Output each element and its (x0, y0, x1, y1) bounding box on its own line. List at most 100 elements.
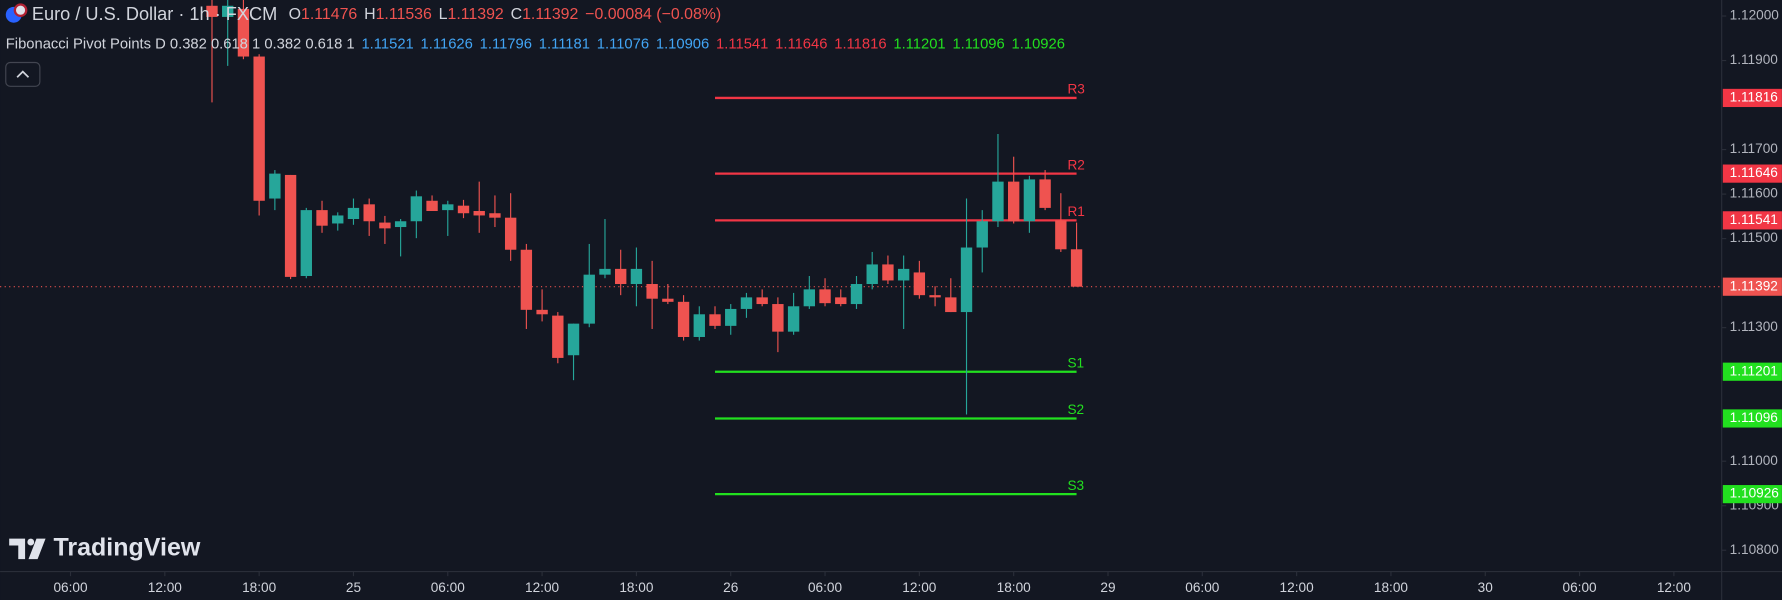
y-tick-label: 1.11300 (1730, 319, 1779, 334)
candle (410, 190, 423, 239)
candle (803, 276, 816, 309)
candle (1007, 156, 1020, 224)
candle (457, 199, 470, 219)
candle (316, 200, 328, 233)
candle (960, 198, 973, 415)
pivot-price-tag: 1.10926 (1730, 486, 1779, 501)
indicator-value: 1.11201 (893, 36, 945, 52)
candle-body (284, 174, 297, 277)
candle-body (646, 284, 658, 299)
indicator-value: 1.10926 (1012, 36, 1065, 52)
candle-body (662, 298, 674, 302)
x-tick-label: 18:00 (997, 580, 1032, 595)
symbol-icon (5, 3, 28, 23)
candle-body (379, 222, 391, 229)
indicator-value: 1.11181 (539, 36, 590, 52)
x-tick-label: 06:00 (808, 580, 843, 595)
x-tick-label: 25 (346, 580, 361, 595)
candle-body (897, 268, 910, 281)
candle (332, 212, 344, 231)
candle (662, 284, 674, 305)
pivot-price-tag: 1.11096 (1730, 410, 1778, 425)
candle (913, 260, 926, 299)
pivot-price-tag-bg (1722, 211, 1782, 230)
candle (897, 255, 910, 329)
candle (489, 195, 501, 228)
logo-mark-t (9, 538, 26, 560)
y-tick-label: 1.11500 (1730, 230, 1779, 245)
candle-body (347, 207, 360, 220)
candle-body (237, 8, 250, 57)
logo-mark-dot (27, 538, 35, 546)
candle-body (693, 314, 705, 337)
candle (363, 198, 375, 236)
candle (520, 243, 533, 329)
candle (787, 292, 800, 335)
pivot-price-tag-bg (1722, 88, 1782, 108)
candle-body (960, 247, 973, 313)
candle-body (394, 221, 407, 228)
candle-body (787, 306, 800, 332)
candle-body (473, 211, 485, 216)
candle (866, 251, 878, 290)
candle (237, 0, 250, 60)
plot-area: R1 R2 R3 S1 S2 S3 (0, 0, 1722, 496)
candle-body (819, 289, 831, 304)
candle-body (504, 217, 517, 250)
x-tick-label: 12:00 (148, 580, 183, 595)
x-tick-label: 18:00 (1374, 580, 1409, 595)
ohlc-value: 1.11476 (301, 6, 357, 23)
indicator-name: Fibonacci Pivot Points D 0.382 0.618 1 0… (6, 36, 355, 52)
y-tick-label: 1.11600 (1730, 186, 1779, 201)
candle (819, 278, 831, 307)
candle (1055, 193, 1067, 252)
candle-body (222, 5, 234, 17)
indicator-value: 1.11626 (421, 36, 473, 52)
candle (615, 249, 627, 296)
candle (473, 181, 485, 233)
candle-body (410, 196, 423, 222)
candle (740, 292, 753, 318)
last-price-tag-bg (1722, 277, 1782, 296)
candle-body (850, 284, 863, 305)
y-tick-label: 1.11000 (1730, 453, 1779, 468)
candle (850, 276, 863, 309)
symbol-header: Euro / U.S. Dollar · 1h · FXCM O1.11476 H1… (32, 4, 721, 24)
candle (835, 289, 847, 307)
symbol-title: Euro / U.S. Dollar · 1h · FXCM (32, 4, 277, 24)
candle-body (269, 173, 281, 199)
change-value: −0.00084 (−0.08%) (585, 6, 721, 23)
candle (442, 200, 454, 236)
candle (552, 312, 564, 364)
candle-body (677, 301, 690, 337)
candle-body (866, 264, 878, 285)
indicator-value: 1.11076 (597, 36, 649, 52)
candle-body (253, 56, 265, 201)
watermark: TradingView (54, 533, 201, 561)
indicator-value: 1.11816 (834, 36, 886, 52)
candle (567, 323, 580, 381)
x-tick-label: 12:00 (902, 580, 937, 595)
collapse-button[interactable] (5, 61, 41, 87)
candle (426, 195, 438, 212)
candle (1070, 222, 1083, 287)
collapse-button-frame[interactable] (5, 61, 41, 87)
ohlc-label: C (511, 6, 522, 23)
chevron-icon (16, 70, 30, 78)
candle-body (426, 200, 438, 212)
y-tick-label: 1.12000 (1730, 8, 1780, 23)
candle-body (1055, 220, 1067, 250)
pivot-price-tag-bg (1722, 485, 1782, 504)
candle-body (913, 272, 926, 296)
candle-body (442, 204, 454, 211)
pivot-price-tag-bg (1722, 409, 1782, 428)
candle-body (740, 297, 753, 309)
candle-body (945, 297, 957, 313)
candle (536, 289, 548, 322)
candle (1039, 170, 1051, 211)
candle (756, 289, 768, 307)
ohlc-value: 1.11536 (376, 6, 432, 23)
x-tick-label: 06:00 (1185, 580, 1220, 595)
candle-body (882, 264, 894, 281)
